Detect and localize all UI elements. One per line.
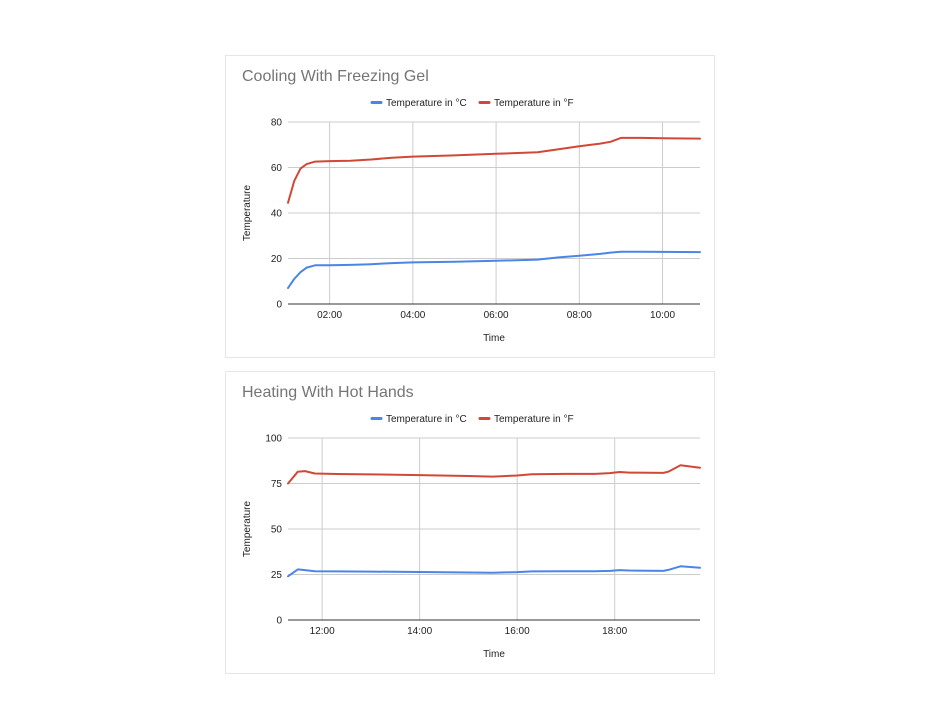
- x-tick-label: 04:00: [400, 310, 425, 321]
- cooling-chart: Temperature in °C Temperature in °F 0 20 40 6…: [242, 98, 701, 344]
- y-axis-title: Temperature: [242, 500, 253, 557]
- heating-chart-card: Heating With Hot Hands Temperature in °C…: [225, 371, 715, 674]
- y-axis-title: Temperature: [242, 184, 253, 241]
- legend-label: Temperature in °C: [386, 98, 467, 109]
- chart-title: Cooling With Freezing Gel: [242, 68, 429, 85]
- y-tick-label: 25: [271, 570, 283, 581]
- x-tick-label: 06:00: [484, 310, 509, 321]
- heating-chart: Temperature in °C Temperature in °F 0 25 50 7…: [242, 414, 701, 660]
- chart-title: Heating With Hot Hands: [242, 384, 414, 401]
- cooling-chart-card: Cooling With Freezing Gel Temperature in…: [225, 55, 715, 358]
- y-tick-label: 50: [271, 525, 283, 536]
- series-line-fahrenheit: [287, 136, 701, 204]
- y-tick-label: 0: [276, 616, 282, 627]
- y-tick-label: 40: [271, 209, 283, 220]
- series-line-fahrenheit: [287, 464, 701, 485]
- x-tick-label: 12:00: [310, 626, 335, 637]
- y-tick-label: 80: [271, 118, 283, 129]
- y-tick-label: 20: [271, 254, 283, 265]
- legend-label: Temperature in °F: [494, 414, 574, 425]
- legend-label: Temperature in °F: [494, 98, 574, 109]
- series-line-celsius: [287, 565, 701, 578]
- y-tick-label: 75: [271, 479, 283, 490]
- x-tick-label: 14:00: [407, 626, 432, 637]
- x-axis-title: Time: [483, 333, 505, 344]
- legend-label: Temperature in °C: [386, 414, 467, 425]
- x-tick-label: 16:00: [505, 626, 530, 637]
- y-tick-label: 100: [265, 434, 282, 445]
- y-tick-label: 60: [271, 163, 283, 174]
- x-tick-label: 10:00: [650, 310, 675, 321]
- x-axis-title: Time: [483, 649, 505, 660]
- series-line-celsius: [287, 250, 701, 290]
- x-tick-label: 08:00: [567, 310, 592, 321]
- x-tick-label: 02:00: [317, 310, 342, 321]
- x-tick-label: 18:00: [602, 626, 627, 637]
- y-tick-label: 0: [276, 300, 282, 311]
